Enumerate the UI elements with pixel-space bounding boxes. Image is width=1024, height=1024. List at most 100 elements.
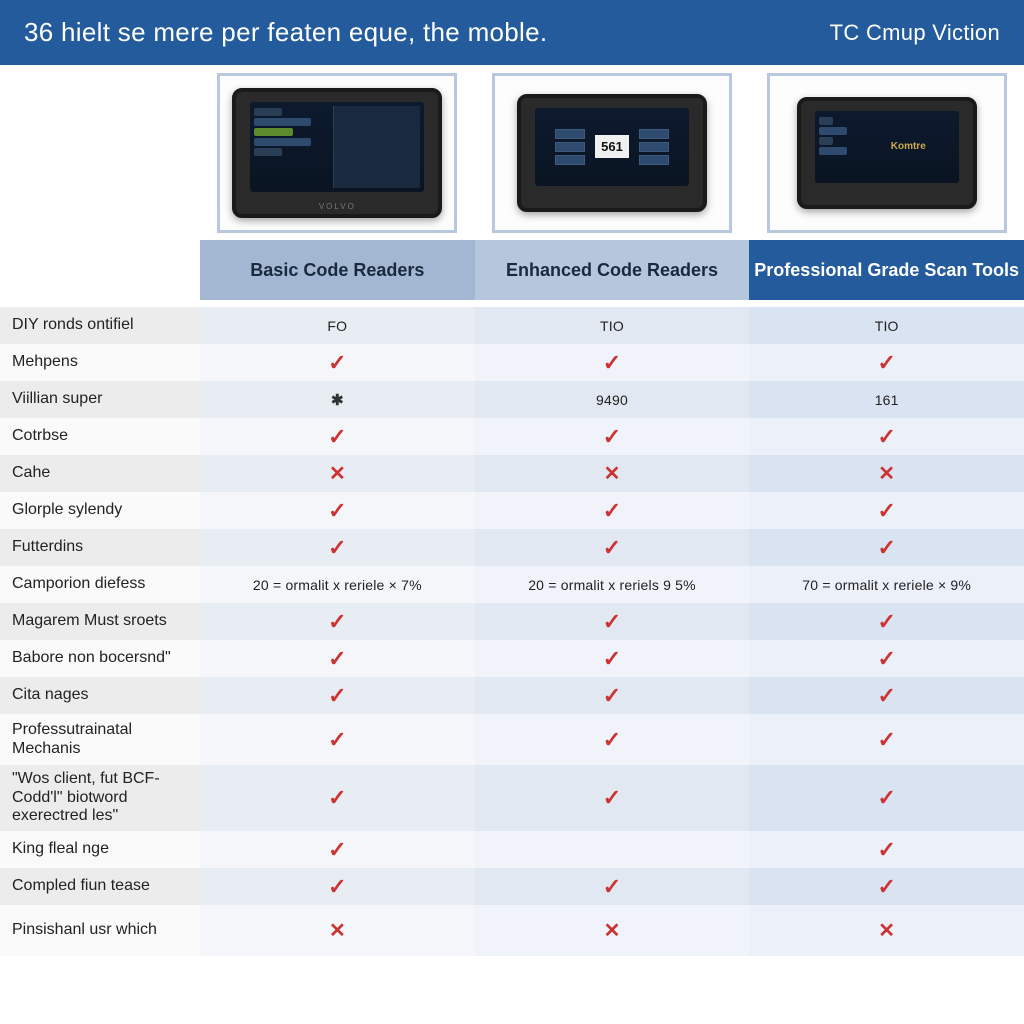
table-cell: ✓ (749, 765, 1024, 831)
table-cell: ✓ (200, 492, 475, 529)
table-row: Magarem Must sroets ✓ ✓ ✓ (0, 603, 1024, 640)
check-icon: ✓ (877, 609, 895, 635)
check-icon: ✓ (328, 535, 346, 561)
device-side-label: Komtre (891, 141, 926, 152)
check-icon: ✓ (603, 683, 621, 709)
check-icon: ✓ (328, 785, 346, 811)
device-mock: 561 (517, 94, 707, 212)
check-icon: ✓ (328, 350, 346, 376)
cell-text: 20 = ormalit x reriele × 7% (253, 577, 422, 593)
table-cell: 9490 (475, 381, 750, 418)
comparison-table: VOLVO Basic Code Readers 561 Enhanced Co… (0, 65, 1024, 956)
table-cell: ✓ (200, 714, 475, 765)
table-row: Cotrbse✓✓✓ (0, 418, 1024, 455)
column-enhanced: 561 Enhanced Code Readers (475, 65, 750, 307)
check-icon: ✓ (877, 535, 895, 561)
table-row: Cahe ✕ ✕ ✕ (0, 455, 1024, 492)
product-image-basic: VOLVO (200, 65, 475, 240)
image-frame: VOLVO (217, 73, 457, 233)
row-label: Pinsishanl usr which (0, 905, 200, 956)
table-cell: ✓ (749, 492, 1024, 529)
cell-text: TIO (875, 318, 899, 334)
device-number: 561 (595, 135, 629, 158)
table-cell: ✓ (200, 640, 475, 677)
table-cell: ✕ (475, 455, 750, 492)
table-cell: ✓ (749, 529, 1024, 566)
table-cell: ✕ (749, 905, 1024, 956)
product-image-professional: Komtre (749, 65, 1024, 240)
column-professional: Komtre Professional Grade Scan Tools (749, 65, 1024, 307)
check-icon: ✓ (877, 350, 895, 376)
table-cell: ✓ (749, 677, 1024, 714)
row-label: Cotrbse (0, 418, 200, 455)
table-cell: ✓ (475, 677, 750, 714)
table-cell: ✓ (200, 831, 475, 868)
table-cell: ✓ (200, 418, 475, 455)
row-label: King fleal nge (0, 831, 200, 868)
check-icon: ✓ (603, 535, 621, 561)
table-cell: 70 = ormalit x reriele × 9% (749, 566, 1024, 603)
row-label: Futterdins (0, 529, 200, 566)
table-cell: 161 (749, 381, 1024, 418)
table-cell: 20 = ormalit x reriele × 7% (200, 566, 475, 603)
row-label: Cita nages (0, 677, 200, 714)
cross-icon: ✕ (878, 461, 895, 486)
table-cell: TIO (475, 307, 750, 344)
cell-text: 20 = ormalit x reriels 9 5% (528, 577, 696, 593)
check-icon: ✓ (603, 498, 621, 524)
column-header-row: VOLVO Basic Code Readers 561 Enhanced Co… (0, 65, 1024, 307)
table-cell: ✕ (200, 455, 475, 492)
table-cell: ✱ (200, 381, 475, 418)
row-label: Cahe (0, 455, 200, 492)
table-cell: ✓ (749, 640, 1024, 677)
check-icon: ✓ (328, 727, 346, 753)
row-label: Babore non bocersnd" (0, 640, 200, 677)
table-row: Professutrainatal Mechanis✓✓✓ (0, 714, 1024, 765)
row-label: Compled fiun tease (0, 868, 200, 905)
row-label: "Wos client, fut BCF-Codd'l" biotword ex… (0, 765, 200, 831)
table-row: Mehpens✓✓✓ (0, 344, 1024, 381)
row-label: Magarem Must sroets (0, 603, 200, 640)
table-cell: ✓ (475, 418, 750, 455)
table-cell: ✓ (749, 714, 1024, 765)
check-icon: ✓ (328, 498, 346, 524)
table-row: Futterdins ✓ ✓ ✓ (0, 529, 1024, 566)
check-icon: ✓ (328, 683, 346, 709)
image-frame: 561 (492, 73, 732, 233)
check-icon: ✓ (603, 874, 621, 900)
table-row: DIY ronds ontifiel FO TIO TIO (0, 307, 1024, 344)
table-cell: ✓ (475, 344, 750, 381)
image-frame: Komtre (767, 73, 1007, 233)
table-cell: ✓ (475, 868, 750, 905)
table-cell: ✓ (749, 868, 1024, 905)
table-row: "Wos client, fut BCF-Codd'l" biotword ex… (0, 765, 1024, 831)
column-header-basic: Basic Code Readers (200, 240, 475, 300)
cross-icon: ✕ (604, 461, 621, 486)
cross-icon: ✕ (604, 918, 621, 943)
row-label: DIY ronds ontifiel (0, 307, 200, 344)
cell-text: 9490 (596, 392, 628, 408)
cross-icon: ✕ (329, 918, 346, 943)
table-cell: ✓ (475, 603, 750, 640)
table-cell: ✓ (475, 714, 750, 765)
table-cell: ✓ (475, 529, 750, 566)
check-icon: ✓ (877, 498, 895, 524)
header-spacer (0, 65, 200, 307)
table-cell: ✕ (749, 455, 1024, 492)
check-icon: ✓ (877, 646, 895, 672)
check-icon: ✓ (328, 837, 346, 863)
device-brand-label: VOLVO (236, 202, 438, 211)
table-cell: ✓ (749, 831, 1024, 868)
table-cell: ✓ (200, 344, 475, 381)
row-label: Glorple sylendy (0, 492, 200, 529)
cell-text: FO (327, 318, 347, 334)
check-icon: ✓ (877, 727, 895, 753)
table-cell: ✓ (200, 765, 475, 831)
table-cell: FO (200, 307, 475, 344)
table-cell: ✓ (475, 640, 750, 677)
cross-icon: ✕ (878, 918, 895, 943)
column-header-enhanced: Enhanced Code Readers (475, 240, 750, 300)
table-cell: ✓ (475, 765, 750, 831)
check-icon: ✓ (328, 609, 346, 635)
cross-icon: ✕ (329, 461, 346, 486)
